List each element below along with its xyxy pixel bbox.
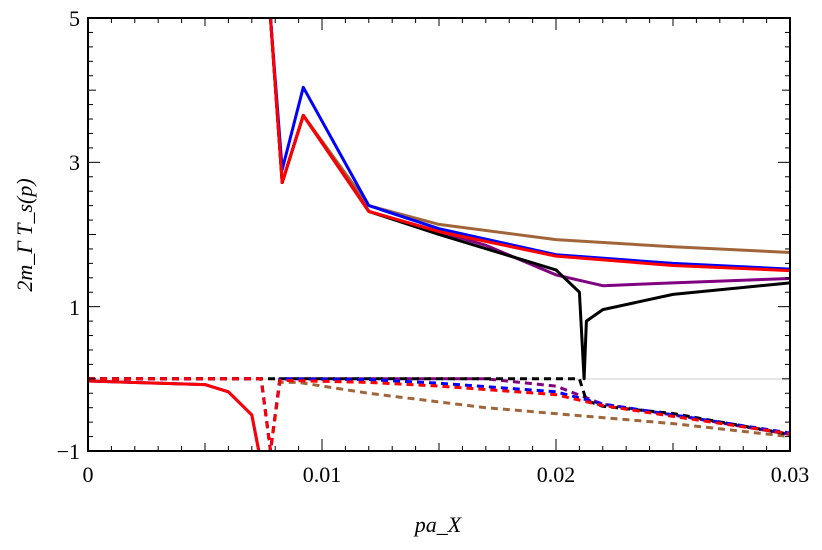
dashed-series-line-7 bbox=[88, 377, 790, 436]
solid-series-line-4 bbox=[88, 18, 790, 451]
solid-series-line-0 bbox=[269, 18, 790, 254]
x-tick-label: 0 bbox=[83, 462, 94, 487]
solid-series-line-1 bbox=[269, 18, 790, 288]
x-axis-label: pa_X bbox=[413, 512, 463, 537]
y-axis-label: 2m_Γ T_s(p) bbox=[12, 178, 37, 291]
y-tick-label: −1 bbox=[57, 439, 80, 464]
dashed-series-line-9 bbox=[88, 377, 790, 451]
x-tick-label: 0.02 bbox=[537, 462, 576, 487]
y-tick-label: 3 bbox=[69, 150, 80, 175]
x-tick-label: 0.01 bbox=[303, 462, 342, 487]
y-tick-label: 5 bbox=[69, 6, 80, 31]
solid-series-line-2 bbox=[269, 18, 790, 381]
y-tick-label: 1 bbox=[69, 295, 80, 320]
x-tick-label: 0.03 bbox=[771, 462, 810, 487]
